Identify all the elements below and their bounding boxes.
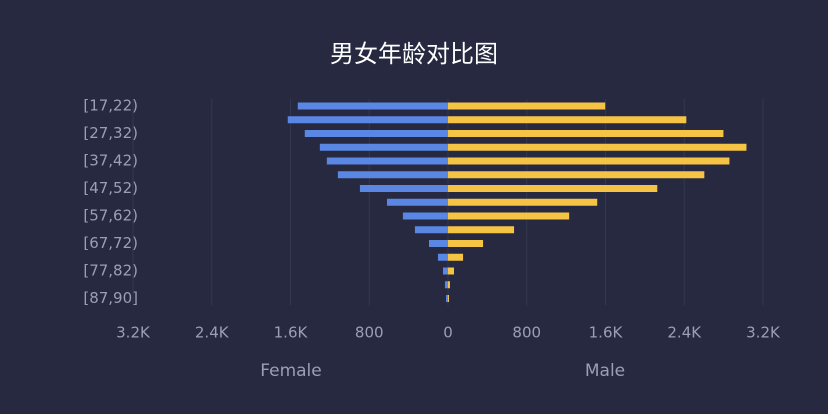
x-tick-label: 2.4K xyxy=(667,324,702,342)
bar xyxy=(448,198,598,206)
x-tick-label: 2.4K xyxy=(195,324,230,342)
bar xyxy=(446,295,448,302)
bar xyxy=(448,240,484,247)
bar xyxy=(448,267,455,275)
bar xyxy=(359,185,448,192)
y-tick-label: [37,42) xyxy=(83,152,138,170)
y-tick-label: [67,72) xyxy=(83,234,138,252)
x-tick-label: 800 xyxy=(512,324,541,342)
y-tick-label: [57,62) xyxy=(83,207,138,225)
bar xyxy=(448,102,606,110)
y-tick-label: [17,22) xyxy=(83,97,138,115)
bar xyxy=(448,253,464,261)
bar xyxy=(297,102,448,110)
chart-title: 男女年龄对比图 xyxy=(330,40,498,68)
bar xyxy=(429,240,448,247)
bar xyxy=(448,171,705,179)
bar xyxy=(448,226,515,234)
bar xyxy=(444,281,448,289)
bar xyxy=(448,185,658,192)
bar xyxy=(442,267,448,275)
bar xyxy=(386,198,448,206)
y-tick-label: [87,90] xyxy=(83,289,138,307)
bar xyxy=(448,212,570,220)
bar xyxy=(287,116,448,124)
bar xyxy=(448,143,747,151)
bar xyxy=(448,295,449,302)
bar xyxy=(448,130,724,137)
bar xyxy=(448,281,450,289)
x-tick-label: 0 xyxy=(443,324,453,342)
bar xyxy=(437,253,448,261)
bar xyxy=(337,171,448,179)
x-tick-label: 800 xyxy=(355,324,384,342)
bar xyxy=(414,226,448,234)
bar xyxy=(402,212,448,220)
x-tick-label: 1.6K xyxy=(274,324,309,342)
y-tick-label: [27,32) xyxy=(83,124,138,142)
x-tick-label: 1.6K xyxy=(589,324,624,342)
x-axis-label: Female xyxy=(260,361,321,381)
y-tick-label: [47,52) xyxy=(83,179,138,197)
bar xyxy=(319,143,448,151)
bar xyxy=(326,157,448,165)
x-tick-label: 3.2K xyxy=(116,324,151,342)
y-tick-label: [77,82) xyxy=(83,262,138,280)
x-tick-label: 3.2K xyxy=(746,324,781,342)
bar xyxy=(448,157,730,165)
bar xyxy=(304,130,448,137)
bar xyxy=(448,116,687,124)
x-axis-label: Male xyxy=(585,361,625,381)
